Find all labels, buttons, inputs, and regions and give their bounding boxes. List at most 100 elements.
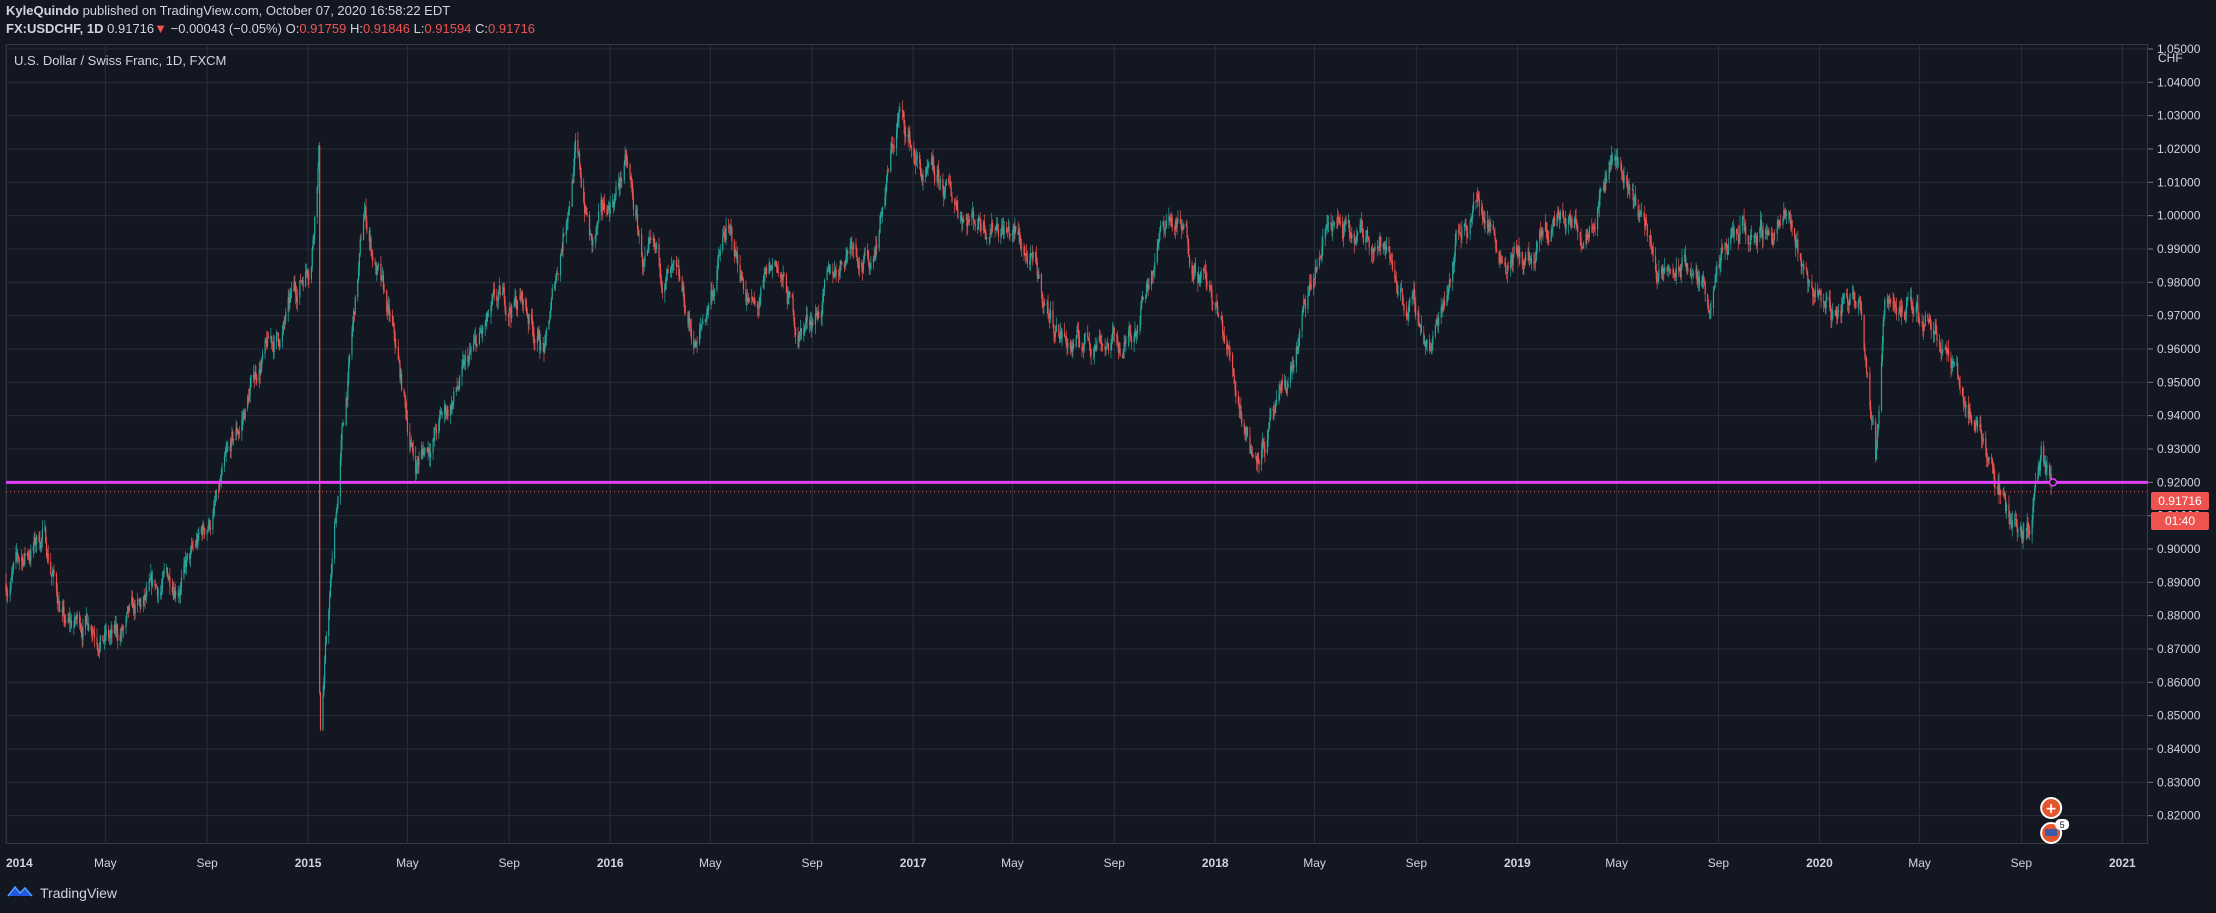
- candle-body: [1130, 332, 1132, 340]
- candle-body: [927, 164, 929, 168]
- candle-body: [1313, 278, 1315, 289]
- candle-body: [1680, 265, 1682, 278]
- candle-body: [319, 691, 322, 730]
- candle-body: [846, 250, 848, 256]
- candle-body: [1582, 247, 1584, 249]
- candle-body: [1019, 232, 1021, 242]
- candle-body: [1849, 294, 1851, 305]
- candle-body: [527, 316, 529, 324]
- candle-body: [1783, 209, 1785, 219]
- candle-body: [1035, 255, 1038, 263]
- candle-body: [1975, 424, 1977, 430]
- footer: TradingView: [6, 884, 117, 901]
- candle-body: [1336, 221, 1338, 223]
- candle-body: [1579, 232, 1581, 238]
- candle-body: [50, 574, 53, 577]
- author-name[interactable]: KyleQuindo: [6, 3, 79, 18]
- candle-body: [253, 377, 255, 380]
- candle-body: [933, 164, 935, 172]
- candle-body: [1749, 243, 1751, 245]
- candle-body: [1460, 235, 1462, 239]
- candle-body: [1791, 220, 1793, 229]
- candle-body: [706, 308, 708, 319]
- candle-body: [161, 578, 164, 589]
- candle-body: [1933, 330, 1935, 335]
- candle-body: [1795, 242, 1797, 248]
- candle-body: [22, 563, 24, 566]
- candle-body: [545, 335, 547, 343]
- candle-body: [1504, 262, 1506, 266]
- candle-body: [2043, 462, 2046, 464]
- candle-body: [1559, 211, 1561, 220]
- candle-body: [184, 559, 186, 565]
- candle-body: [1511, 254, 1513, 265]
- x-tick-label: 2021: [2109, 856, 2136, 870]
- candle-body: [117, 632, 119, 641]
- candle-body: [1953, 363, 1955, 365]
- candle-body: [898, 110, 900, 119]
- candle-body: [330, 573, 332, 581]
- candle-body: [1158, 239, 1160, 242]
- candle-body: [1772, 240, 1774, 244]
- candle-body: [1565, 224, 1567, 229]
- candle-body: [2031, 520, 2033, 535]
- candle-body: [1889, 299, 1891, 303]
- candle-body: [180, 587, 182, 595]
- candle-body: [1736, 229, 1738, 233]
- candle-body: [613, 200, 615, 208]
- candle-body: [797, 335, 799, 347]
- candle-body: [1110, 343, 1112, 351]
- candle-body: [988, 237, 990, 239]
- candle-body: [1768, 230, 1770, 235]
- candle-body: [707, 308, 709, 310]
- candle-body: [1789, 212, 1791, 220]
- candle-body: [1667, 270, 1669, 272]
- candle-body: [881, 207, 884, 216]
- candle-body: [863, 253, 865, 261]
- candle-body: [1100, 342, 1102, 344]
- candle-body: [1413, 289, 1415, 295]
- candle-body: [1824, 302, 1826, 309]
- candle-body: [881, 211, 883, 216]
- candle-body: [273, 342, 275, 353]
- brand-name[interactable]: TradingView: [40, 884, 118, 901]
- candle-body: [1747, 235, 1749, 245]
- candle-body: [1150, 271, 1153, 285]
- candle-body: [1806, 269, 1808, 276]
- candle-body: [1395, 278, 1397, 281]
- candle-body: [1146, 283, 1148, 287]
- candle-body: [1185, 224, 1187, 227]
- candle-body: [1715, 275, 1717, 277]
- candle-body: [1721, 247, 1723, 255]
- badge-count: 5: [2060, 820, 2065, 830]
- candle-body: [1905, 305, 1907, 315]
- candle-body: [1878, 410, 1880, 425]
- candle-body: [1337, 216, 1340, 220]
- candle-body: [1221, 316, 1223, 321]
- candle-body: [7, 595, 9, 597]
- candle-body: [1297, 346, 1299, 350]
- candle-body: [770, 265, 773, 269]
- candle-body: [157, 595, 159, 597]
- candle-body: [1586, 234, 1588, 240]
- candle-body: [783, 274, 785, 276]
- y-tick-label: 0.92000: [2157, 475, 2201, 489]
- candle-body: [51, 575, 53, 577]
- candle-body: [496, 295, 498, 301]
- candle-body: [1081, 347, 1083, 350]
- candle-body: [1929, 317, 1931, 323]
- candle-body: [252, 375, 255, 378]
- candle-body: [137, 599, 140, 601]
- tradingview-logo-icon[interactable]: [6, 884, 34, 901]
- candle-body: [1020, 241, 1022, 249]
- candle-body: [1634, 195, 1636, 200]
- candle-body: [2010, 522, 2013, 528]
- candle-body: [1731, 227, 1734, 230]
- candle-body: [1245, 431, 1247, 435]
- candle-body: [1388, 246, 1390, 252]
- candle-body: [1006, 228, 1008, 232]
- candle-body: [855, 243, 857, 250]
- candle-body: [789, 291, 791, 295]
- candle-body: [1280, 386, 1282, 391]
